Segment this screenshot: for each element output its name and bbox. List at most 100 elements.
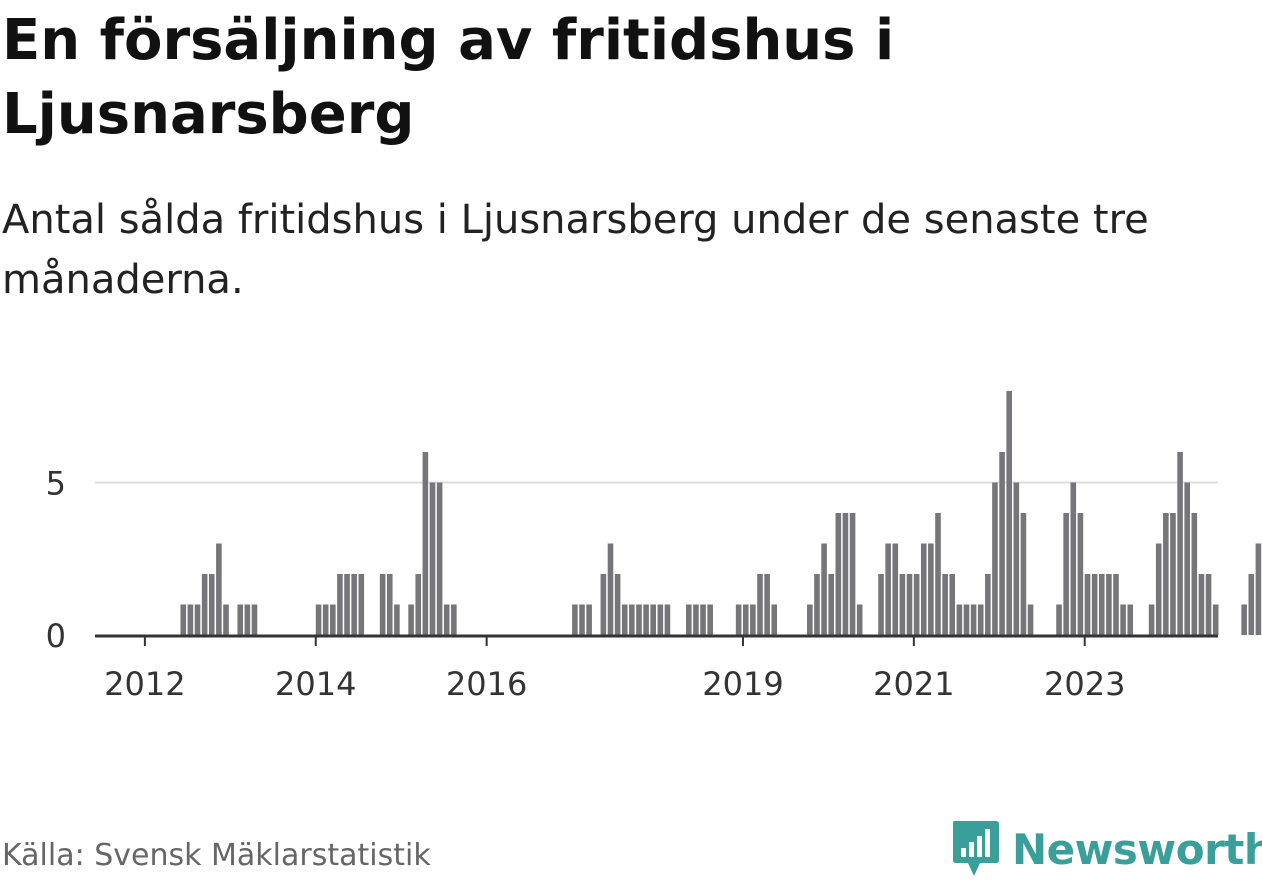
bar [1077,513,1084,635]
bar [187,604,194,635]
x-tick-label: 2023 [1044,665,1125,703]
bar [614,574,621,635]
source-note: Källa: Svensk Mäklarstatistik [2,838,431,873]
bar [586,604,592,635]
bar [686,604,692,635]
bar [443,604,450,635]
bar [201,574,208,635]
bar [194,604,201,635]
bar [337,574,343,635]
bar [386,574,393,635]
bar [451,604,457,635]
bar [1248,574,1255,635]
y-tick-label: 5 [46,465,66,503]
bar [600,574,607,635]
bar [394,604,400,635]
chart-title: En försäljning av fritidshus i Ljusnarsb… [2,8,895,147]
bar [764,574,770,635]
bar [956,604,963,635]
bar [999,452,1005,635]
bar [1113,574,1119,635]
bar [1106,574,1112,635]
bar [1127,604,1134,635]
bar [216,543,222,635]
bar [1084,574,1091,635]
bar [835,513,842,635]
bar [621,604,628,635]
bar [208,574,215,635]
bar [237,604,244,635]
bar [436,482,443,635]
bar [351,574,357,635]
bar [1070,482,1077,635]
bar [1198,574,1205,635]
x-tick-labels: 2012 2014 2016 2019 2021 2023 [104,665,1125,703]
brand-name: Newsworthy [1012,824,1262,874]
x-tick-label: 2012 [104,665,185,703]
bar [322,604,329,635]
bar [899,574,906,635]
bar [906,574,913,635]
bar [1056,604,1062,635]
bar [429,482,436,635]
bar [251,604,258,635]
bar [913,574,920,635]
bar [629,604,635,635]
x-tick-marks [143,637,1086,646]
bar [1212,604,1219,635]
bar [920,543,927,635]
bar [700,604,706,635]
bar [664,604,671,635]
y-tick-labels: 05 [46,465,66,656]
bar [1006,391,1012,635]
bar [985,574,991,635]
bar [750,604,756,635]
y-tick-label: 0 [46,617,66,655]
bar [408,604,414,635]
bar [742,604,749,635]
x-tick-label: 2016 [446,665,527,703]
bar [223,604,229,635]
bar [643,604,649,635]
bar [892,543,899,635]
bar [415,574,422,635]
bar [771,604,778,635]
bar [422,452,429,635]
bar [1255,543,1262,635]
bar [878,574,884,635]
bar [828,574,834,635]
bar [1191,513,1198,635]
bar [1063,513,1069,635]
bar [1155,543,1162,635]
x-tick-label: 2021 [873,665,954,703]
bar [1120,604,1126,635]
bar [735,604,742,635]
bar [379,574,386,635]
bar [1098,574,1105,635]
x-tick-label: 2019 [702,665,783,703]
bar [650,604,656,635]
bar [821,543,827,635]
bar [707,604,713,635]
bar [807,604,813,635]
bar [636,604,642,635]
bar [849,513,856,635]
bar [1163,513,1169,635]
bar [757,574,763,635]
bar [607,543,614,635]
bar [1170,513,1176,635]
bar [942,574,948,635]
bar [180,604,187,635]
chart-subtitle: Antal sålda fritidshus i Ljusnarsberg un… [2,197,1149,303]
bar [1148,604,1155,635]
bar [1177,452,1183,635]
x-tick-label: 2014 [275,665,356,703]
bar [657,604,664,635]
brand-logo[interactable]: Newsworthy [950,818,1262,880]
bars [180,391,1262,635]
bar [963,604,970,635]
bar [1027,604,1034,635]
bar [358,574,365,635]
bar [244,604,251,635]
